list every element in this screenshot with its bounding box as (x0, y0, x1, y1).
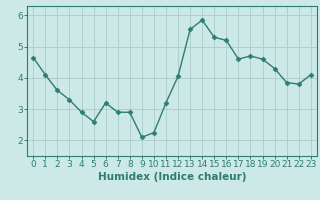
X-axis label: Humidex (Indice chaleur): Humidex (Indice chaleur) (98, 172, 246, 182)
